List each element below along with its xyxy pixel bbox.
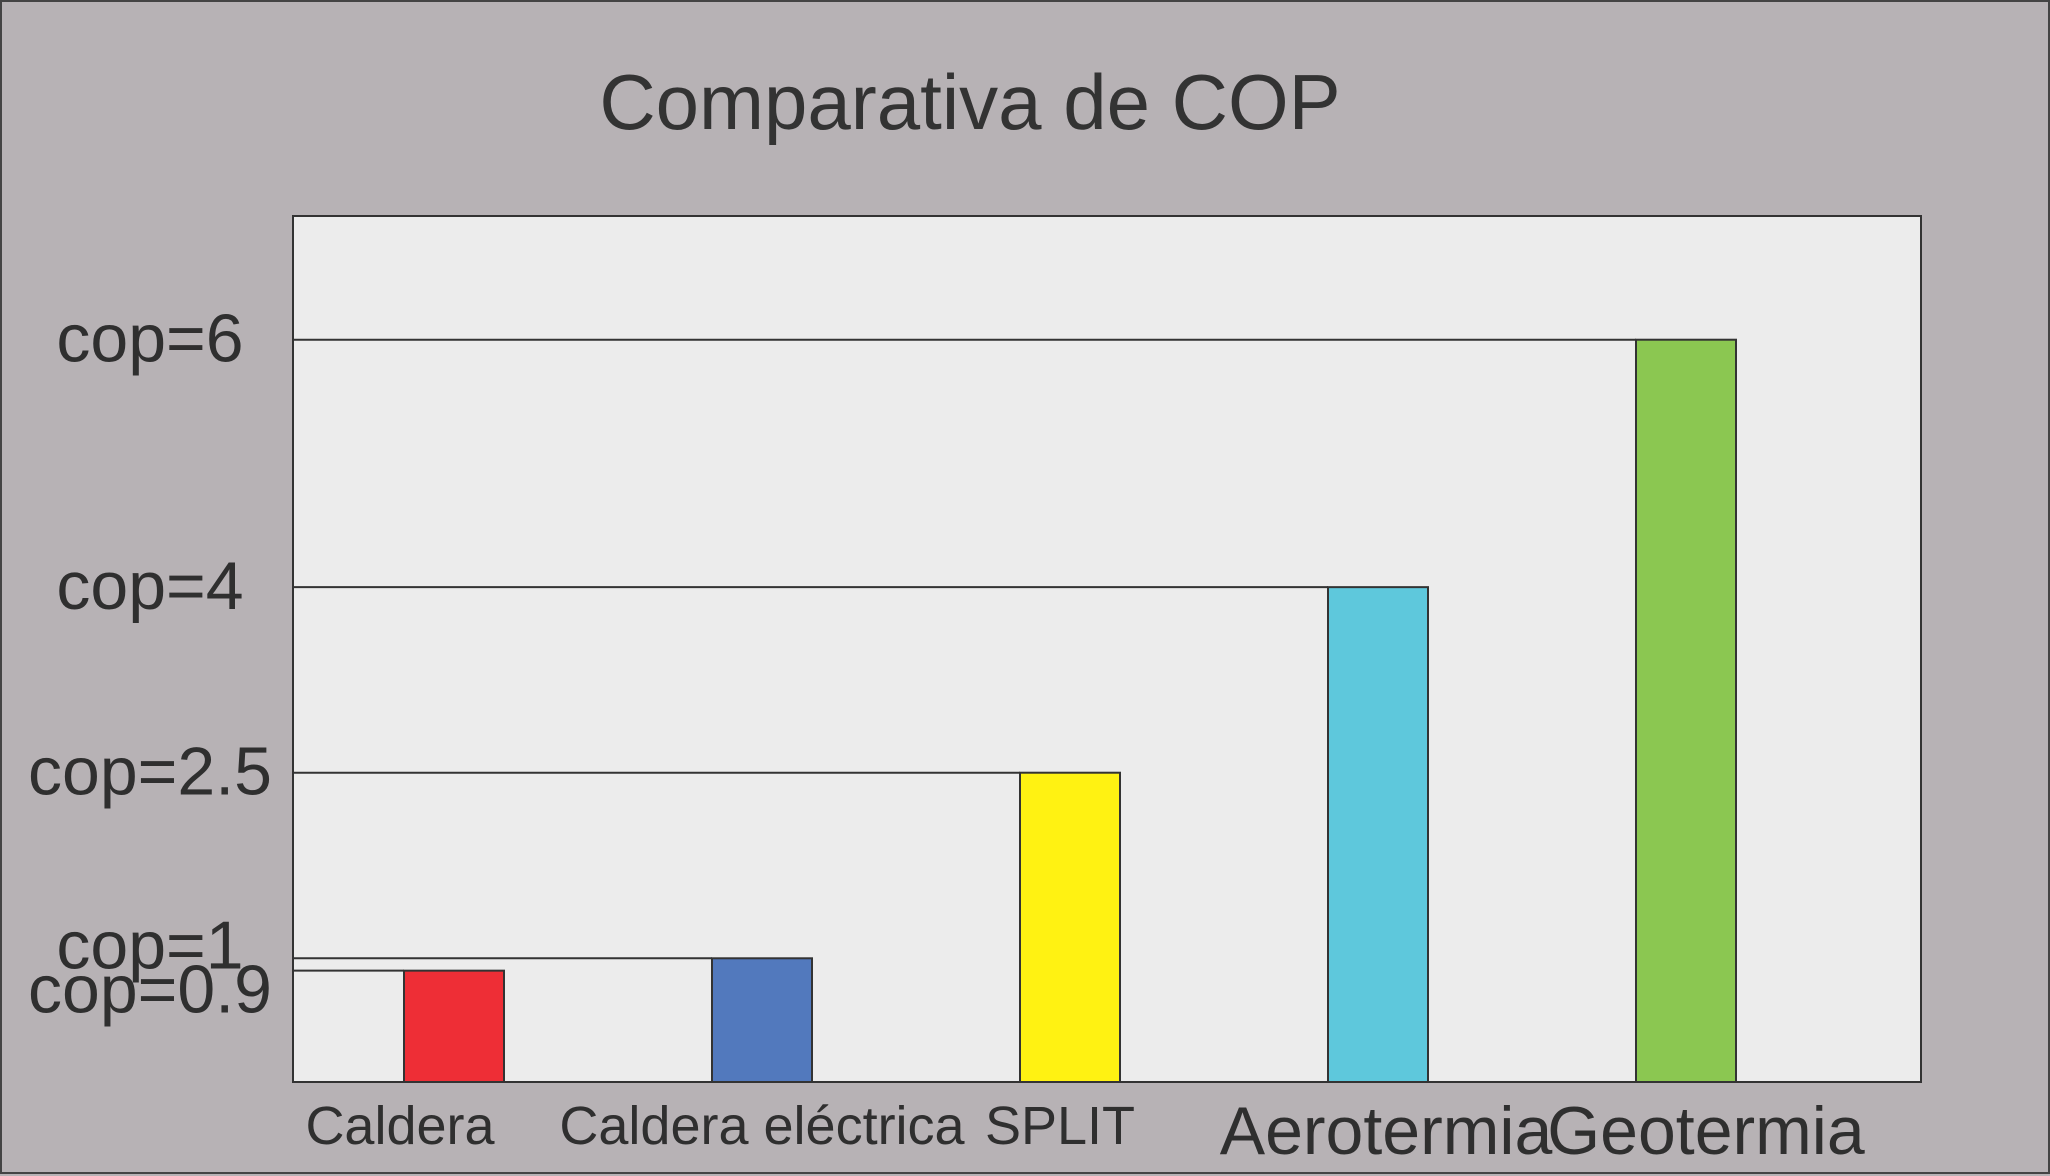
- bar-geotermia: [1635, 338, 1737, 1083]
- y-tick-label-cop-1: cop=1: [56, 907, 243, 983]
- leader-lines: [293, 338, 1636, 972]
- x-tick-label-split: SPLIT: [985, 1096, 1135, 1156]
- bar-split: [1019, 771, 1121, 1083]
- bar-aerotermia: [1327, 586, 1429, 1084]
- y-tick-label-cop-2-5: cop=2.5: [28, 734, 272, 810]
- bar-caldera: [403, 969, 505, 1084]
- x-tick-label-geotermia: Geotermia: [1547, 1093, 1865, 1169]
- y-tick-label-cop-6: cop=6: [56, 301, 243, 377]
- y-tick-label-cop-0-9: cop=0.9: [28, 952, 272, 1028]
- bar-caldera-electrica: [711, 957, 813, 1083]
- bars: [403, 338, 1737, 1084]
- y-tick-label-cop-4: cop=4: [56, 548, 243, 624]
- x-tick-labels: Caldera Caldera eléctrica SPLIT AerotermiaG…: [305, 1093, 1864, 1169]
- x-tick-label-aerotermia: Aerotermia: [1220, 1093, 1553, 1169]
- x-tick-label-caldera-electrica: Caldera eléctrica: [559, 1096, 965, 1156]
- x-tick-label-caldera: Caldera: [305, 1096, 495, 1156]
- chart-title: Comparativa de COP: [599, 58, 1340, 146]
